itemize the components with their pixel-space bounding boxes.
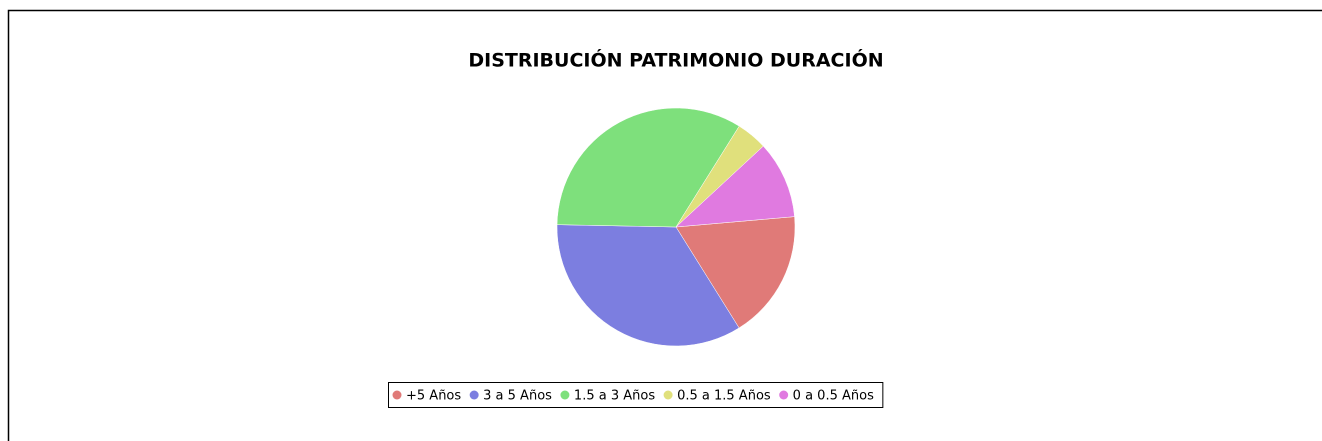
legend-marker bbox=[469, 390, 479, 400]
legend-marker bbox=[663, 390, 673, 400]
legend-label: 1.5 a 3 Años bbox=[574, 389, 655, 404]
legend-marker bbox=[779, 390, 789, 400]
chart-title: DISTRIBUCIÓN PATRIMONIO DURACIÓN bbox=[468, 48, 883, 72]
legend-marker bbox=[392, 390, 402, 400]
legend-label: +5 Años bbox=[406, 389, 461, 404]
pie-slice bbox=[556, 107, 740, 228]
pie-slice bbox=[675, 216, 796, 329]
legend-marker bbox=[560, 390, 570, 400]
legend-label: 0 a 0.5 Años bbox=[793, 389, 874, 404]
pie-slice bbox=[556, 224, 740, 347]
legend-label: 3 a 5 Años bbox=[483, 389, 552, 404]
legend-label: 0.5 a 1.5 Años bbox=[677, 389, 771, 404]
pie-slice bbox=[675, 145, 795, 228]
